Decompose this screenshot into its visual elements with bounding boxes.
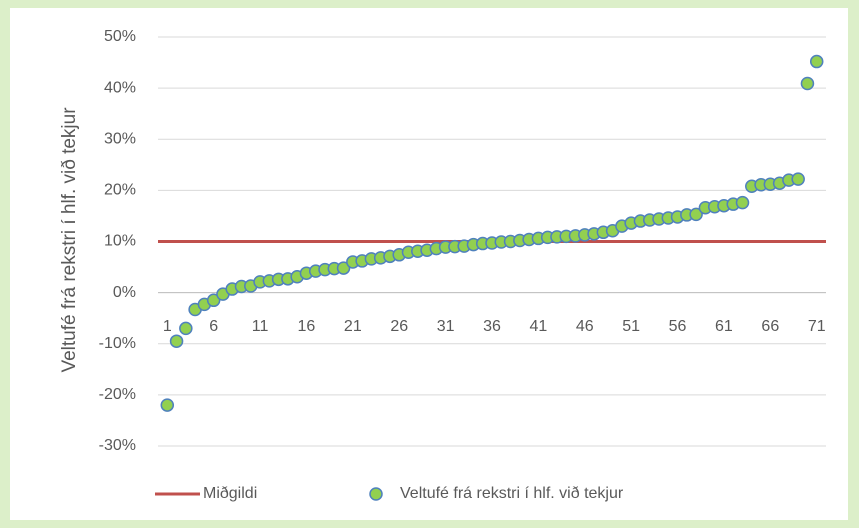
point — [809, 54, 824, 69]
x-tick-label: 16 — [298, 318, 316, 335]
x-tick-label: 56 — [669, 318, 687, 335]
legend-label: Veltufé frá rekstri í hlf. við tekjur — [400, 485, 624, 502]
x-tick-label: 1 — [163, 318, 172, 335]
x-tick-label: 11 — [252, 318, 269, 335]
point — [791, 172, 805, 186]
x-tick-label: 61 — [715, 318, 733, 335]
x-tick-label: 66 — [761, 318, 779, 335]
point — [336, 261, 351, 275]
legend-swatch — [369, 487, 383, 501]
y-tick-label: 50% — [104, 28, 136, 45]
chart-area — [10, 8, 848, 520]
point — [206, 293, 221, 308]
point — [800, 76, 815, 91]
x-tick-label: 6 — [209, 318, 218, 335]
x-tick-label: 41 — [529, 318, 547, 335]
x-tick-label: 26 — [390, 318, 408, 335]
y-tick-label: 0% — [113, 284, 136, 301]
y-tick-label: -20% — [99, 386, 136, 403]
x-tick-label: 51 — [622, 318, 640, 335]
point — [160, 398, 175, 412]
y-tick-label: 10% — [104, 233, 136, 250]
y-axis-label: Veltufé frá rekstri í hlf. við tekjur — [59, 107, 80, 373]
legend-label: Miðgildi — [203, 485, 257, 502]
y-tick-label: -30% — [99, 437, 136, 454]
y-tick-label: 20% — [104, 182, 136, 199]
y-tick-label: 40% — [104, 79, 136, 96]
x-tick-label: 21 — [344, 318, 362, 335]
point — [689, 207, 703, 222]
point — [169, 334, 184, 348]
point — [735, 195, 750, 210]
x-tick-label: 36 — [483, 318, 501, 335]
x-tick-label: 71 — [808, 318, 826, 335]
x-tick-label: 46 — [576, 318, 594, 335]
point — [179, 321, 193, 336]
x-tick-label: 31 — [437, 318, 455, 335]
y-tick-label: 30% — [104, 130, 136, 147]
y-tick-label: -10% — [99, 335, 136, 352]
